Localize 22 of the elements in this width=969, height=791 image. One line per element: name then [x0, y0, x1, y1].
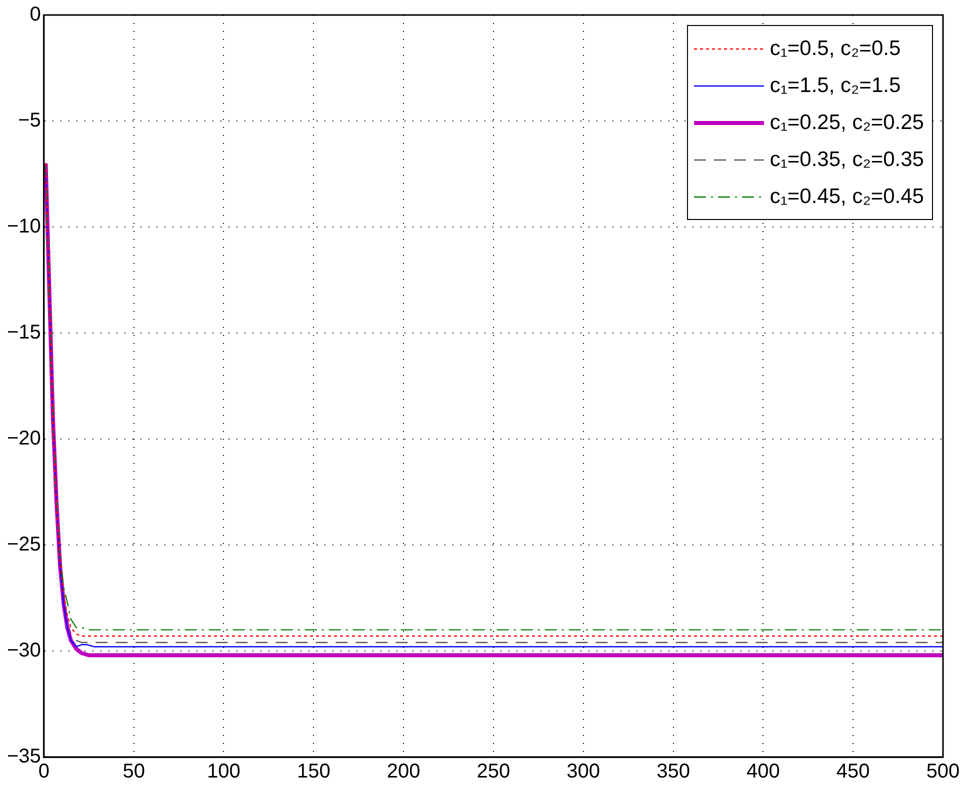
x-tick-label: 100 [207, 760, 240, 783]
x-tick-label: 300 [566, 760, 600, 783]
legend-label: c₁=1.5, c₂=1.5 [770, 74, 901, 98]
x-tick-label: 250 [476, 760, 510, 783]
x-tick-label: 400 [746, 760, 780, 783]
x-tick-label: 450 [836, 760, 870, 783]
y-tick-label: 0 [30, 4, 41, 26]
legend-label: c₁=0.25, c₂=0.25 [770, 110, 924, 134]
y-tick-label: −10 [6, 216, 41, 238]
x-tick-label: 150 [296, 760, 330, 783]
y-tick-label: −5 [18, 110, 41, 132]
x-tick-label: 500 [926, 760, 960, 783]
x-tick-label: 200 [386, 760, 420, 783]
legend-label: c₁=0.35, c₂=0.35 [770, 148, 924, 172]
y-tick-label: −25 [6, 534, 41, 556]
legend-label: c₁=0.45, c₂=0.45 [770, 184, 924, 208]
legend-label: c₁=0.5, c₂=0.5 [770, 36, 901, 60]
y-tick-label: −20 [6, 428, 41, 450]
x-tick-label: 50 [122, 760, 145, 783]
y-tick-label: −15 [6, 322, 41, 344]
x-tick-label: 350 [656, 760, 690, 783]
y-tick-label: −30 [6, 640, 41, 662]
